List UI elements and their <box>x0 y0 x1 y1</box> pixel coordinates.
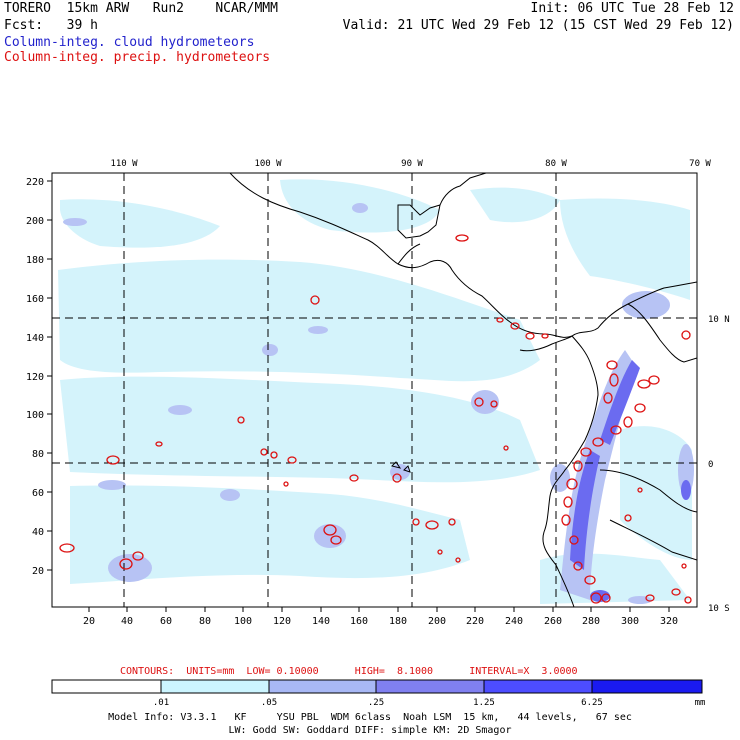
colorbar-value: .25 <box>368 698 384 708</box>
cloud-light-shading <box>58 179 692 604</box>
x-tick: 300 <box>621 616 639 627</box>
colorbar-value: 6.25 <box>581 698 603 708</box>
x-tick: 40 <box>121 616 133 627</box>
y-tick: 40 <box>32 527 44 538</box>
latitude-labels: 10 N 0 10 S <box>708 315 730 614</box>
forecast-hour: Fcst: 39 h <box>4 18 98 33</box>
lon-label: 110 W <box>110 159 138 169</box>
lon-label: 80 W <box>545 159 567 169</box>
lon-label: 70 W <box>689 159 711 169</box>
x-tick: 140 <box>312 616 330 627</box>
longitude-labels: 110 W 100 W 90 W 80 W 70 W <box>110 159 711 169</box>
y-tick: 220 <box>26 177 44 188</box>
x-tick: 220 <box>466 616 484 627</box>
graticule <box>52 173 697 607</box>
colorbar-value: .01 <box>153 698 169 708</box>
lat-label: 0 <box>708 460 713 470</box>
left-ticks <box>47 180 52 571</box>
x-tick: 60 <box>160 616 172 627</box>
y-tick: 140 <box>26 333 44 344</box>
colorbar-bin <box>51 679 162 694</box>
legend-cloud-label: Column-integ. cloud hydrometeors <box>4 35 255 50</box>
physics-info: LW: Godd SW: Goddard DIFF: simple KM: 2D… <box>228 725 512 736</box>
precip-contours <box>59 234 692 604</box>
y-tick: 160 <box>26 294 44 305</box>
colorbar: .01 .05 .25 1.25 6.25 mm <box>51 679 706 708</box>
x-tick: 120 <box>273 616 291 627</box>
colorbar-unit: mm <box>695 698 706 708</box>
colorbar-bin <box>375 679 485 694</box>
colorbar-bin <box>591 679 703 694</box>
x-tick: 320 <box>660 616 678 627</box>
coastlines <box>229 173 697 607</box>
map-frame <box>51 172 698 608</box>
y-tick: 20 <box>32 566 44 577</box>
y-tick-labels: 220 200 180 160 140 120 100 80 60 40 20 <box>26 177 44 577</box>
x-tick: 160 <box>350 616 368 627</box>
colorbar-value: 1.25 <box>473 698 495 708</box>
x-tick: 20 <box>83 616 95 627</box>
colorbar-bin <box>268 679 377 694</box>
y-tick: 60 <box>32 488 44 499</box>
valid-time: Valid: 21 UTC Wed 29 Feb 12 (15 CST Wed … <box>342 18 734 33</box>
y-tick: 180 <box>26 255 44 266</box>
x-tick: 200 <box>428 616 446 627</box>
x-tick: 80 <box>199 616 211 627</box>
x-tick: 280 <box>582 616 600 627</box>
init-time: Init: 06 UTC Tue 28 Feb 12 <box>530 1 735 16</box>
lon-label: 100 W <box>254 159 282 169</box>
x-tick-labels: 20 40 60 80 100 120 140 160 180 200 220 … <box>83 616 678 627</box>
x-tick: 260 <box>544 616 562 627</box>
model-title: TORERO 15km ARW Run2 NCAR/MMM <box>4 1 278 16</box>
y-tick: 120 <box>26 372 44 383</box>
y-tick: 200 <box>26 216 44 227</box>
lat-label: 10 N <box>708 315 730 325</box>
bottom-ticks <box>88 607 670 612</box>
y-tick: 100 <box>26 410 44 421</box>
lon-label: 90 W <box>401 159 423 169</box>
colorbar-value: .05 <box>261 698 277 708</box>
x-tick: 240 <box>505 616 523 627</box>
x-tick: 180 <box>389 616 407 627</box>
map-field <box>52 173 697 607</box>
legend-precip-label: Column-integ. precip. hydrometeors <box>4 50 271 65</box>
colorbar-bin <box>160 679 270 694</box>
y-tick: 80 <box>32 449 44 460</box>
model-info: Model Info: V3.3.1 KF YSU PBL WDM 6class… <box>108 712 632 723</box>
x-tick: 100 <box>234 616 252 627</box>
contours-info: CONTOURS: UNITS=mm LOW= 0.10000 HIGH= 8.… <box>120 666 578 677</box>
colorbar-bin <box>483 679 593 694</box>
lat-label: 10 S <box>708 604 730 614</box>
